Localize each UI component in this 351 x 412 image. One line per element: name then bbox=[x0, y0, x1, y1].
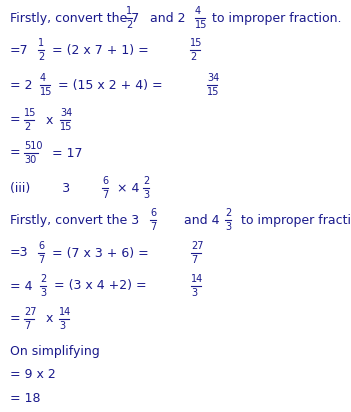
Text: =: = bbox=[10, 113, 21, 126]
Text: = 18: = 18 bbox=[10, 391, 40, 405]
Text: 15: 15 bbox=[190, 38, 203, 48]
Text: 7: 7 bbox=[191, 255, 197, 265]
Text: 2: 2 bbox=[126, 20, 132, 30]
Text: 2: 2 bbox=[190, 52, 196, 62]
Text: = 17: = 17 bbox=[52, 147, 82, 159]
Text: 7: 7 bbox=[38, 255, 44, 265]
Text: 14: 14 bbox=[59, 307, 71, 317]
Text: 7: 7 bbox=[150, 222, 156, 232]
Text: =: = bbox=[10, 312, 21, 325]
Text: = (2 x 7 + 1) =: = (2 x 7 + 1) = bbox=[52, 44, 149, 56]
Text: 15: 15 bbox=[195, 20, 207, 30]
Text: = (3 x 4 +2) =: = (3 x 4 +2) = bbox=[54, 279, 147, 293]
Text: 4: 4 bbox=[40, 73, 46, 83]
Text: 6: 6 bbox=[38, 241, 44, 251]
Text: and 4: and 4 bbox=[168, 213, 219, 227]
Text: 3: 3 bbox=[143, 190, 149, 200]
Text: 14: 14 bbox=[191, 274, 203, 284]
Text: 15: 15 bbox=[207, 87, 219, 97]
Text: to improper fraction.: to improper fraction. bbox=[212, 12, 342, 24]
Text: 510: 510 bbox=[24, 141, 42, 151]
Text: 7: 7 bbox=[102, 190, 108, 200]
Text: = 9 x 2: = 9 x 2 bbox=[10, 368, 56, 382]
Text: 15: 15 bbox=[40, 87, 52, 97]
Text: to improper fraction.: to improper fraction. bbox=[241, 213, 351, 227]
Text: x: x bbox=[46, 113, 53, 126]
Text: = (15 x 2 + 4) =: = (15 x 2 + 4) = bbox=[58, 79, 163, 91]
Text: 1: 1 bbox=[126, 6, 132, 16]
Text: (iii)        3: (iii) 3 bbox=[10, 182, 70, 194]
Text: 27: 27 bbox=[24, 307, 37, 317]
Text: Firstly, convert the 7: Firstly, convert the 7 bbox=[10, 12, 139, 24]
Text: 27: 27 bbox=[191, 241, 204, 251]
Text: 6: 6 bbox=[150, 208, 156, 218]
Text: = 2: = 2 bbox=[10, 79, 33, 91]
Text: 15: 15 bbox=[60, 122, 72, 132]
Text: = (7 x 3 + 6) =: = (7 x 3 + 6) = bbox=[52, 246, 149, 260]
Text: and 2: and 2 bbox=[142, 12, 185, 24]
Text: 30: 30 bbox=[24, 155, 36, 165]
Text: 4: 4 bbox=[195, 6, 201, 16]
Text: =3: =3 bbox=[10, 246, 28, 260]
Text: 2: 2 bbox=[225, 208, 231, 218]
Text: 3: 3 bbox=[191, 288, 197, 298]
Text: On simplifying: On simplifying bbox=[10, 346, 100, 358]
Text: 6: 6 bbox=[102, 176, 108, 186]
Text: 34: 34 bbox=[60, 108, 72, 118]
Text: 3: 3 bbox=[225, 222, 231, 232]
Text: 3: 3 bbox=[59, 321, 65, 331]
Text: =: = bbox=[10, 147, 21, 159]
Text: 34: 34 bbox=[207, 73, 219, 83]
Text: 3: 3 bbox=[40, 288, 46, 298]
Text: 15: 15 bbox=[24, 108, 37, 118]
Text: 2: 2 bbox=[40, 274, 46, 284]
Text: 1: 1 bbox=[38, 38, 44, 48]
Text: = 4: = 4 bbox=[10, 279, 33, 293]
Text: 2: 2 bbox=[24, 122, 30, 132]
Text: 2: 2 bbox=[143, 176, 149, 186]
Text: =7: =7 bbox=[10, 44, 29, 56]
Text: × 4: × 4 bbox=[117, 182, 139, 194]
Text: Firstly, convert the 3: Firstly, convert the 3 bbox=[10, 213, 139, 227]
Text: x: x bbox=[46, 312, 53, 325]
Text: 7: 7 bbox=[24, 321, 30, 331]
Text: 2: 2 bbox=[38, 52, 44, 62]
